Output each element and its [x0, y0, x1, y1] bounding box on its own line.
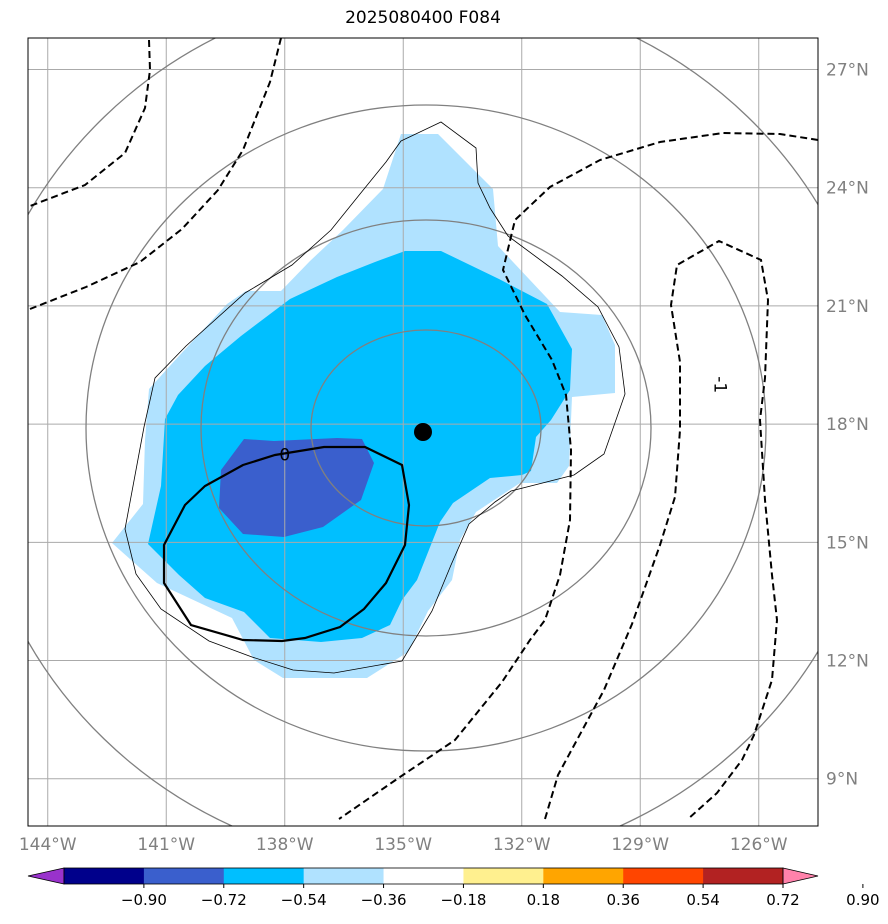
latitude-labels: 27°N 24°N 21°N 18°N 15°N 12°N 9°N	[826, 61, 869, 790]
colorbar: −0.90 −0.72 −0.54 −0.36 −0.18 0.18 0.36 0.54 0.7…	[27, 867, 880, 909]
colorbar-segment	[463, 868, 544, 884]
longitude-label: 126°W	[730, 835, 788, 855]
longitude-label: 135°W	[374, 835, 432, 855]
longitude-label: 132°W	[493, 835, 551, 855]
colorbar-tick-label: −0.72	[201, 891, 247, 909]
longitude-label: 141°W	[137, 835, 195, 855]
colorbar-extend-low	[27, 867, 65, 885]
radius-rings	[28, 38, 818, 826]
colorbar-segment	[303, 868, 385, 884]
colorbar-tick-label: 0.18	[527, 891, 560, 909]
map-frame	[27, 37, 819, 827]
colorbar-tick-label: 0.90	[846, 891, 879, 909]
colorbar-tick-label: −0.54	[281, 891, 327, 909]
latitude-label: 9°N	[826, 770, 858, 790]
colorbar-tick-label: 0.72	[766, 891, 799, 909]
storm-center-marker	[414, 423, 432, 441]
latitude-label: 27°N	[826, 61, 869, 81]
outline-contour	[124, 121, 626, 674]
colorbar-tick-label: −0.18	[440, 891, 486, 909]
colorbar-tick-label: −0.90	[121, 891, 167, 909]
colorbar-tick-label: 0.36	[607, 891, 640, 909]
plot-area	[112, 134, 615, 678]
latitude-label: 24°N	[826, 179, 869, 199]
contour-label: 0	[279, 446, 290, 466]
gridlines	[28, 38, 818, 826]
dashed-contours	[29, 37, 819, 820]
colorbar-extend-high	[782, 867, 819, 885]
colorbar-segment	[143, 868, 225, 884]
longitude-label: 129°W	[611, 835, 669, 855]
latitude-label: 21°N	[826, 297, 869, 317]
latitude-label: 12°N	[826, 652, 869, 672]
map-title: 2025080400 F084	[345, 8, 501, 28]
colorbar-tick-label: −0.36	[361, 891, 407, 909]
colorbar-segment	[623, 868, 704, 884]
contour-labels: 0 -1	[279, 376, 729, 465]
longitude-label: 144°W	[19, 835, 77, 855]
colorbar-segment	[543, 868, 624, 884]
latitude-label: 18°N	[826, 415, 869, 435]
radius-ring	[85, 104, 767, 752]
anomaly-shade-dark	[219, 438, 374, 537]
colorbar-segment	[383, 868, 464, 884]
colorbar-segment	[703, 868, 784, 884]
colorbar-segment	[223, 868, 305, 884]
contour-label: -1	[709, 376, 729, 393]
longitude-labels: 144°W 141°W 138°W 135°W 132°W 129°W 126°W	[19, 835, 788, 855]
colorbar-tick-label: 0.54	[686, 891, 719, 909]
longitude-label: 138°W	[256, 835, 314, 855]
zero-contour	[162, 445, 411, 643]
radius-ring	[200, 219, 652, 637]
radius-ring	[310, 329, 542, 527]
latitude-label: 15°N	[826, 533, 869, 553]
colorbar-segment	[64, 868, 145, 884]
colorbar-outline	[63, 867, 784, 885]
